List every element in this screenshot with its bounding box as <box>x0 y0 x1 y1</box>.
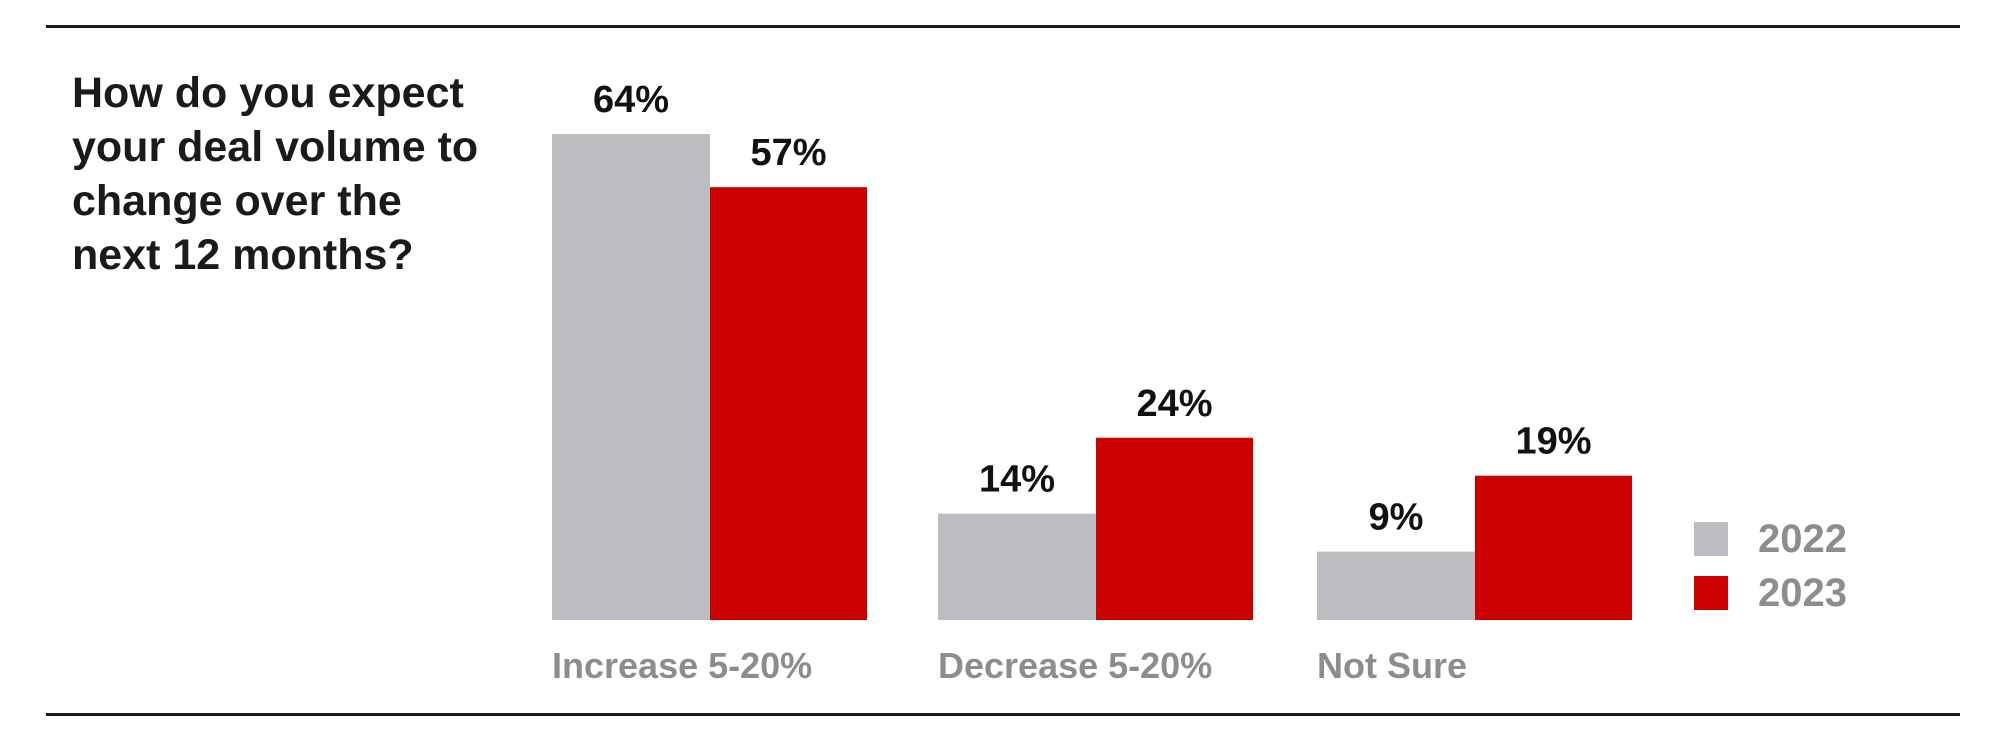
bottom-rule <box>46 713 1960 716</box>
legend: 2022 2023 <box>1694 512 1847 620</box>
chart-title: How do you expect your deal volume to ch… <box>72 69 479 279</box>
bar-2022-0 <box>552 134 710 620</box>
legend-swatch-2022 <box>1694 522 1728 556</box>
category-label-1: Decrease 5-20% <box>938 645 1212 686</box>
bar-2023-0 <box>710 187 867 620</box>
top-rule <box>46 25 1960 28</box>
value-label-2022-2: 9% <box>1369 497 1424 539</box>
legend-item-2023: 2023 <box>1694 566 1847 620</box>
value-label-2022-1: 14% <box>979 459 1055 501</box>
bar-2022-1 <box>938 513 1096 620</box>
bar-2023-1 <box>1096 437 1253 620</box>
legend-label-2023: 2023 <box>1758 570 1847 615</box>
value-label-2023-2: 19% <box>1515 421 1591 463</box>
legend-label-2022: 2022 <box>1758 516 1847 561</box>
value-label-2023-1: 24% <box>1136 383 1212 425</box>
category-label-0: Increase 5-20% <box>552 645 812 686</box>
legend-item-2022: 2022 <box>1694 512 1847 566</box>
legend-swatch-2023 <box>1694 576 1728 610</box>
bar-2022-2 <box>1317 551 1475 620</box>
category-label-2: Not Sure <box>1317 645 1467 686</box>
bar-2023-2 <box>1475 475 1632 620</box>
value-label-2023-0: 57% <box>750 132 826 174</box>
value-label-2022-0: 64% <box>593 79 669 121</box>
